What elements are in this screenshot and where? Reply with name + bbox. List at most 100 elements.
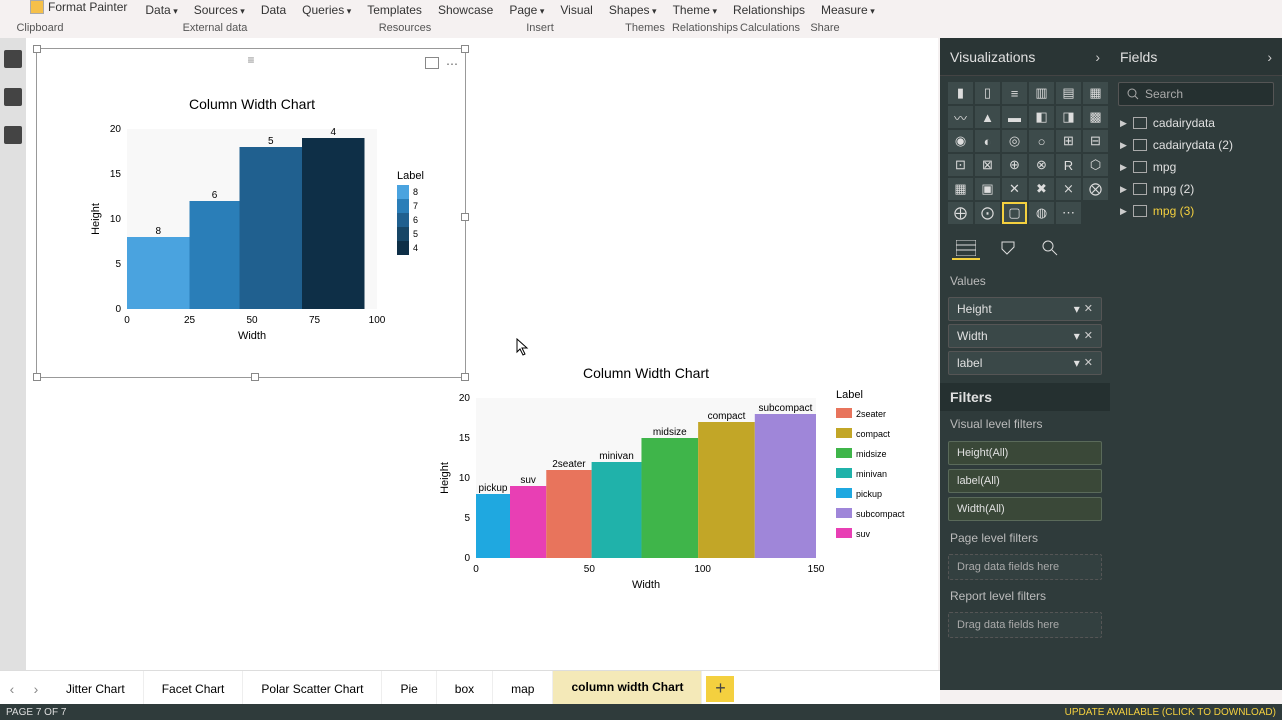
fields-header[interactable]: Fields › — [1110, 38, 1282, 76]
page-tab-box[interactable]: box — [437, 671, 493, 707]
viz-type-7[interactable]: ▲ — [975, 106, 1000, 128]
viz-type-21[interactable]: ⊗ — [1029, 154, 1054, 176]
model-view-icon[interactable] — [4, 126, 22, 144]
viz-type-10[interactable]: ◨ — [1056, 106, 1081, 128]
field-table-cadairydata[interactable]: ▶cadairydata — [1110, 112, 1282, 134]
report-canvas[interactable]: ≡ ⋯ Column Width Chart865402550751000510… — [26, 38, 938, 670]
add-page-button[interactable]: + — [706, 676, 734, 702]
viz-type-33[interactable]: ◍ — [1029, 202, 1054, 224]
ribbon-data-button[interactable]: Data — [137, 0, 185, 20]
page-tab-map[interactable]: map — [493, 671, 553, 707]
viz-type-16[interactable]: ⊞ — [1056, 130, 1081, 152]
value-pill-width[interactable]: Width▾✕ — [948, 324, 1102, 348]
resize-handle[interactable] — [461, 45, 469, 53]
chart-2[interactable]: Column Width Chartpickupsuv2seaterminiva… — [426, 348, 916, 598]
viz-type-14[interactable]: ◎ — [1002, 130, 1027, 152]
viz-type-19[interactable]: ⊠ — [975, 154, 1000, 176]
viz-type-9[interactable]: ◧ — [1029, 106, 1054, 128]
viz-type-1[interactable]: ▯ — [975, 82, 1000, 104]
field-table-mpg[interactable]: ▶mpg — [1110, 156, 1282, 178]
viz-type-2[interactable]: ≡ — [1002, 82, 1027, 104]
viz-type-31[interactable]: ⨀ — [975, 202, 1000, 224]
viz-type-27[interactable]: ✖ — [1029, 178, 1054, 200]
page-next-button[interactable]: › — [24, 681, 48, 697]
viz-type-23[interactable]: ⬡ — [1083, 154, 1108, 176]
viz-type-29[interactable]: ⨂ — [1083, 178, 1108, 200]
chevron-right-icon[interactable]: › — [1095, 49, 1100, 65]
viz-type-13[interactable]: ◐ — [975, 130, 1000, 152]
fields-tab[interactable] — [952, 238, 980, 260]
ribbon-visual-button[interactable]: Visual — [552, 0, 600, 20]
field-table-mpg-3-[interactable]: ▶mpg (3) — [1110, 200, 1282, 222]
viz-type-6[interactable]: 〰 — [948, 106, 973, 128]
viz-type-11[interactable]: ▩ — [1083, 106, 1108, 128]
resize-handle[interactable] — [33, 45, 41, 53]
focus-mode-icon[interactable] — [425, 57, 439, 69]
ribbon-templates-button[interactable]: Templates — [359, 0, 430, 20]
report-view-icon[interactable] — [4, 50, 22, 68]
ribbon-shapes-button[interactable]: Shapes — [601, 0, 665, 20]
field-table-mpg-2-[interactable]: ▶mpg (2) — [1110, 178, 1282, 200]
visualizations-header[interactable]: Visualizations › — [940, 38, 1110, 76]
value-pill-label[interactable]: label▾✕ — [948, 351, 1102, 375]
ribbon-page-button[interactable]: Page — [501, 0, 552, 20]
viz-type-18[interactable]: ⊡ — [948, 154, 973, 176]
format-tab[interactable] — [994, 238, 1022, 260]
viz-type-28[interactable]: ⨯ — [1056, 178, 1081, 200]
expand-icon[interactable]: ▶ — [1120, 118, 1127, 129]
viz-type-24[interactable]: ▦ — [948, 178, 973, 200]
viz-type-20[interactable]: ⊕ — [1002, 154, 1027, 176]
expand-icon[interactable]: ▶ — [1120, 162, 1127, 173]
remove-icon[interactable]: ✕ — [1084, 356, 1093, 370]
ribbon-relationships-button[interactable]: Relationships — [725, 0, 813, 20]
viz-type-34[interactable]: ⋯ — [1056, 202, 1081, 224]
page-tab-Polar-Scatter-Chart[interactable]: Polar Scatter Chart — [243, 671, 382, 707]
analytics-tab[interactable] — [1036, 238, 1064, 260]
expand-icon[interactable]: ▶ — [1120, 140, 1127, 151]
chevron-down-icon[interactable]: ▾ — [1074, 356, 1080, 370]
viz-type-12[interactable]: ◉ — [948, 130, 973, 152]
ribbon-data-button[interactable]: Data — [253, 0, 294, 20]
page-filter-dropzone[interactable]: Drag data fields here — [948, 554, 1102, 580]
viz-type-26[interactable]: ✕ — [1002, 178, 1027, 200]
field-table-cadairydata-2-[interactable]: ▶cadairydata (2) — [1110, 134, 1282, 156]
expand-icon[interactable]: ▶ — [1120, 184, 1127, 195]
ribbon-measure-button[interactable]: Measure — [813, 0, 883, 20]
expand-icon[interactable]: ▶ — [1120, 206, 1127, 217]
viz-type-15[interactable]: ○ — [1029, 130, 1054, 152]
filter-pill[interactable]: label(All) — [948, 469, 1102, 493]
remove-icon[interactable]: ✕ — [1084, 302, 1093, 316]
viz-type-25[interactable]: ▣ — [975, 178, 1000, 200]
page-prev-button[interactable]: ‹ — [0, 681, 24, 697]
ribbon-queries-button[interactable]: Queries — [294, 0, 359, 20]
ribbon-sources-button[interactable]: Sources — [186, 0, 253, 20]
viz-type-8[interactable]: ▬ — [1002, 106, 1027, 128]
page-tab-Pie[interactable]: Pie — [382, 671, 436, 707]
fields-search-input[interactable]: Search — [1118, 82, 1274, 106]
remove-icon[interactable]: ✕ — [1084, 329, 1093, 343]
viz-type-3[interactable]: ▥ — [1029, 82, 1054, 104]
update-available-link[interactable]: UPDATE AVAILABLE (CLICK TO DOWNLOAD) — [1065, 707, 1276, 718]
chevron-down-icon[interactable]: ▾ — [1074, 302, 1080, 316]
viz-type-0[interactable]: ▮ — [948, 82, 973, 104]
viz-type-32[interactable]: ▢ — [1002, 202, 1027, 224]
viz-type-30[interactable]: ⨁ — [948, 202, 973, 224]
chevron-right-icon[interactable]: › — [1267, 49, 1272, 65]
ribbon-theme-button[interactable]: Theme — [665, 0, 725, 20]
viz-type-22[interactable]: R — [1056, 154, 1081, 176]
filter-pill[interactable]: Width(All) — [948, 497, 1102, 521]
value-pill-height[interactable]: Height▾✕ — [948, 297, 1102, 321]
ribbon-showcase-button[interactable]: Showcase — [430, 0, 501, 20]
visual-1-frame[interactable]: ≡ ⋯ Column Width Chart865402550751000510… — [36, 48, 466, 378]
report-filter-dropzone[interactable]: Drag data fields here — [948, 612, 1102, 638]
page-tab-Jitter-Chart[interactable]: Jitter Chart — [48, 671, 144, 707]
chevron-down-icon[interactable]: ▾ — [1074, 329, 1080, 343]
format-painter-button[interactable]: Format Painter — [30, 0, 127, 14]
viz-type-4[interactable]: ▤ — [1056, 82, 1081, 104]
filter-pill[interactable]: Height(All) — [948, 441, 1102, 465]
page-tab-Facet-Chart[interactable]: Facet Chart — [144, 671, 244, 707]
viz-type-17[interactable]: ⊟ — [1083, 130, 1108, 152]
page-tab-column-width-Chart[interactable]: column width Chart — [553, 671, 702, 707]
data-view-icon[interactable] — [4, 88, 22, 106]
drag-handle-icon[interactable]: ≡ — [247, 53, 254, 67]
